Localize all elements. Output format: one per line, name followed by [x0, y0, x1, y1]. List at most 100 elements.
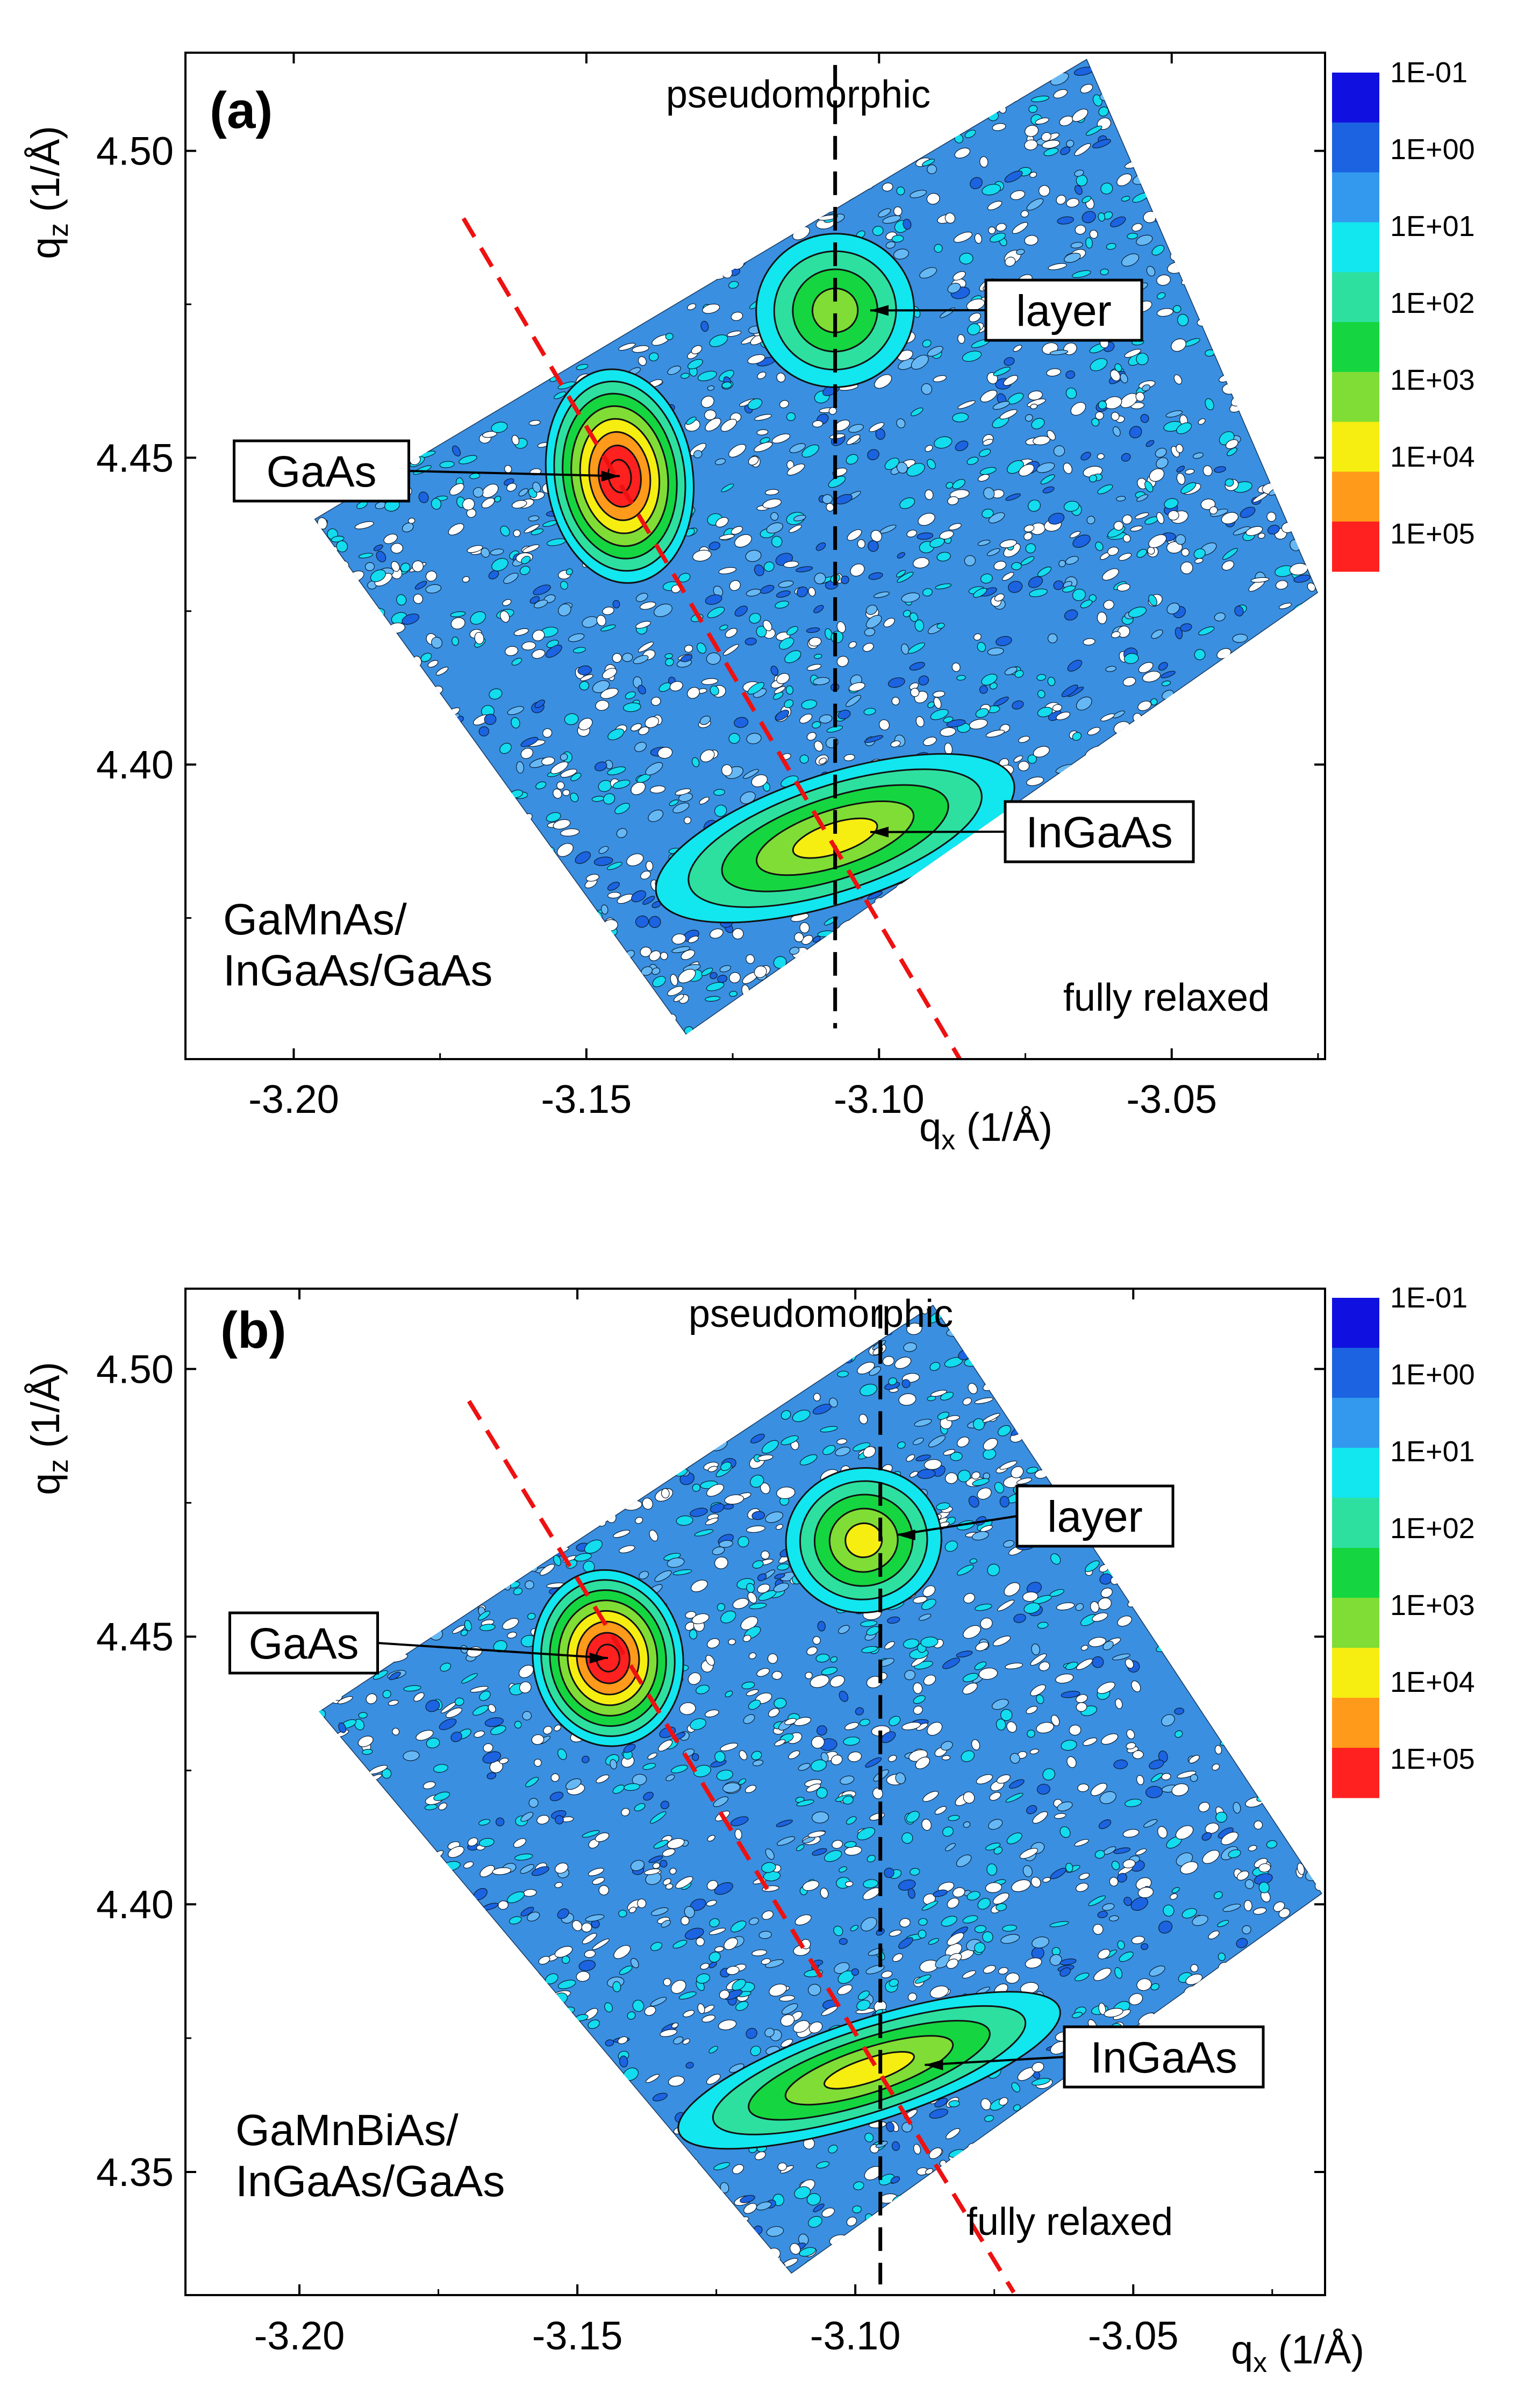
noise-speckle: [936, 623, 945, 629]
noise-speckle: [1156, 292, 1166, 299]
x-axis-symbol: q: [919, 1105, 941, 1149]
noise-speckle: [999, 409, 1018, 420]
noise-speckle: [723, 644, 739, 656]
noise-speckle: [528, 515, 540, 521]
noise-speckle: [903, 610, 911, 617]
noise-speckle: [890, 740, 901, 748]
noise-speckle: [669, 799, 679, 806]
noise-speckle: [1005, 493, 1021, 501]
noise-speckle: [1020, 210, 1029, 218]
noise-speckle: [1080, 452, 1091, 461]
noise-speckle: [519, 566, 531, 575]
noise-speckle: [1089, 594, 1097, 602]
noise-speckle: [919, 267, 937, 279]
noise-speckle: [1156, 512, 1164, 524]
noise-speckle: [616, 828, 627, 838]
noise-speckle: [573, 647, 586, 653]
noise-speckle: [1136, 494, 1149, 502]
noise-speckle: [648, 916, 661, 928]
noise-speckle: [414, 581, 427, 590]
noise-speckle: [1007, 581, 1023, 593]
x-tick-label: -3.20: [248, 1077, 339, 1121]
noise-speckle: [1095, 411, 1104, 420]
noise-speckle: [482, 431, 497, 438]
colorbar-label: 1E+01: [1390, 210, 1475, 242]
noise-speckle: [1112, 426, 1121, 437]
peak-label-layer: layer: [1016, 287, 1112, 335]
x-axis-unit: (1/Å): [955, 1105, 1053, 1149]
noise-speckle: [799, 713, 813, 724]
noise-speckle: [1175, 534, 1186, 545]
noise-speckle: [906, 530, 917, 538]
noise-speckle: [718, 567, 737, 575]
noise-speckle: [1027, 754, 1037, 764]
noise-speckle: [915, 716, 925, 727]
noise-speckle: [1134, 512, 1149, 519]
noise-speckle: [882, 215, 901, 224]
noise-speckle: [1142, 670, 1161, 683]
noise-speckle: [1173, 374, 1183, 385]
noise-speckle: [863, 708, 876, 716]
noise-speckle: [721, 483, 734, 492]
noise-speckle: [1175, 627, 1183, 639]
noise-speckle: [1205, 398, 1214, 411]
pseudomorphic-label: pseudomorphic: [666, 73, 930, 116]
colorbar-segment: [1332, 521, 1379, 572]
noise-speckle: [964, 130, 976, 138]
noise-speckle: [1172, 305, 1182, 313]
noise-speckle: [396, 594, 407, 606]
noise-speckle: [1013, 755, 1023, 763]
noise-speckle: [391, 561, 400, 572]
x-tick-label: -3.15: [541, 1077, 632, 1121]
x-axis-label: qx (1/Å): [919, 1105, 1053, 1156]
noise-speckle: [922, 588, 933, 597]
colorbar-label: 1E+05: [1390, 518, 1475, 550]
noise-speckle: [1070, 242, 1083, 248]
colorbar-segment: [1332, 122, 1379, 173]
noise-speckle: [970, 177, 983, 189]
noise-speckle: [957, 400, 976, 409]
noise-speckle: [952, 412, 969, 423]
noise-speckle: [952, 479, 965, 489]
noise-speckle: [1047, 633, 1058, 644]
noise-speckle: [1082, 211, 1096, 224]
colorbar-segment: [1332, 272, 1379, 323]
noise-speckle: [801, 699, 817, 710]
noise-speckle: [531, 528, 543, 535]
noise-speckle: [1279, 603, 1292, 609]
noise-speckle: [1222, 548, 1238, 560]
noise-speckle: [594, 761, 607, 771]
noise-speckle: [728, 1639, 736, 1645]
noise-speckle: [564, 713, 579, 725]
noise-speckle: [751, 774, 768, 788]
noise-speckle: [1031, 95, 1050, 103]
noise-speckle: [1018, 761, 1030, 771]
noise-speckle: [918, 675, 929, 685]
noise-speckle: [1004, 357, 1015, 366]
y-axis-label: qz (1/Å): [23, 126, 74, 259]
noise-speckle: [925, 445, 933, 452]
noise-speckle: [651, 697, 661, 706]
noise-speckle: [1180, 561, 1193, 574]
noise-speckle: [390, 542, 403, 554]
noise-speckle: [1012, 700, 1024, 710]
noise-speckle: [1155, 447, 1167, 458]
noise-speckle: [757, 371, 767, 380]
noise-speckle: [1025, 125, 1039, 137]
noise-speckle: [1176, 466, 1185, 473]
colorbar-segment: [1332, 172, 1379, 223]
noise-speckle: [701, 678, 718, 685]
noise-speckle: [1037, 566, 1052, 577]
noise-speckle: [1063, 462, 1072, 474]
noise-speckle: [1075, 225, 1086, 235]
noise-speckle: [1156, 457, 1169, 469]
colorbar-segment: [1332, 73, 1379, 123]
noise-speckle: [1111, 412, 1120, 421]
noise-speckle: [946, 482, 954, 489]
colorbar-label: 1E+02: [1390, 287, 1475, 319]
noise-speckle: [490, 548, 504, 556]
noise-speckle: [560, 581, 568, 590]
noise-speckle: [660, 1860, 668, 1868]
noise-speckle: [1267, 525, 1280, 535]
noise-speckle: [649, 785, 666, 794]
